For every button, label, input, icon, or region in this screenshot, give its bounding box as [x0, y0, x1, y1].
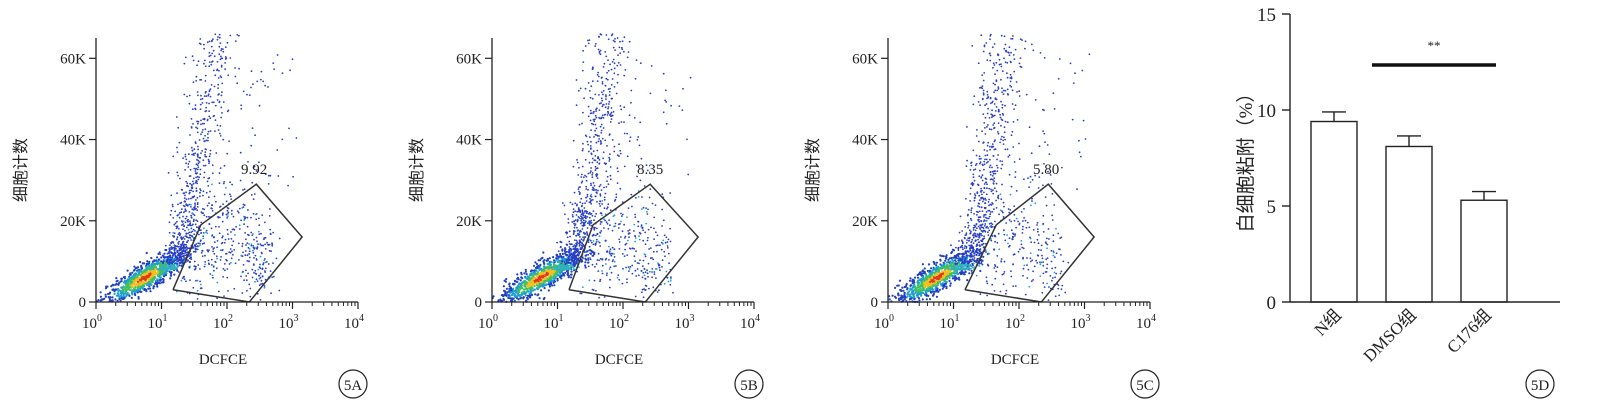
x-tick-label: 101 — [940, 313, 960, 332]
x-tick-label: DMSO组 — [1360, 305, 1420, 365]
bar — [1460, 199, 1508, 303]
x-tick-label: 103 — [675, 313, 695, 332]
bar-chart-panel: N组 DMSO组 C176组 0 5 10 15 白细胞粘附（%） ** 5D — [1235, 5, 1560, 399]
bar — [1385, 145, 1433, 303]
panel-label: 5B — [740, 378, 758, 394]
y-tick-label: 5 — [1267, 197, 1277, 218]
x-tick-label: 101 — [148, 313, 168, 332]
y-tick-label: 60K — [852, 51, 878, 67]
y-axis-label: 细胞计数 — [12, 138, 30, 202]
panel-label-circle — [338, 369, 368, 399]
flow-cytometry-panels: 9.92 0 20K 40K 60K 100 101 102 103 104 DCFCE 细胞计数 5A… — [12, 33, 1160, 399]
y-axis-label: 细胞计数 — [408, 138, 426, 202]
x-tick-label: C176组 — [1443, 305, 1495, 357]
x-tick-label: 103 — [279, 313, 299, 332]
y-tick-label: 60K — [456, 51, 482, 67]
gate-percentage: 9.92 — [241, 162, 267, 178]
gate-percentage: 8.35 — [637, 162, 663, 178]
panel-label: 5C — [1136, 378, 1154, 394]
x-axis-label: DCFCE — [199, 352, 247, 368]
panel-label-circle — [1525, 369, 1555, 399]
y-tick-label: 40K — [852, 133, 878, 149]
y-tick-label: 20K — [456, 214, 482, 230]
x-tick-label: 104 — [344, 313, 364, 332]
significance-marker: ** — [1428, 38, 1441, 53]
x-tick-label: 100 — [478, 313, 498, 332]
y-tick-label: 15 — [1257, 5, 1276, 26]
y-tick-label: 60K — [60, 51, 86, 67]
gate-polygon — [568, 183, 700, 303]
panel-label: 5D — [1531, 378, 1550, 394]
y-tick-label: 40K — [456, 133, 482, 149]
y-tick-label: 10 — [1257, 101, 1276, 122]
x-tick-label: 103 — [1071, 313, 1091, 332]
x-tick-label: N组 — [1311, 305, 1345, 339]
x-tick-label: 100 — [874, 313, 894, 332]
y-tick-label: 0 — [871, 295, 879, 311]
x-tick-label: 102 — [609, 313, 629, 332]
event-dots — [491, 33, 692, 303]
y-axis-label: 白细胞粘附（%） — [1235, 84, 1257, 233]
panel-label: 5A — [344, 378, 363, 394]
y-axis-label: 细胞计数 — [804, 138, 822, 202]
bar — [1310, 120, 1358, 303]
event-dots — [95, 33, 298, 303]
y-tick-label: 0 — [475, 295, 483, 311]
x-axis-label: DCFCE — [991, 352, 1039, 368]
x-tick-label: 100 — [82, 313, 102, 332]
panel-label-circle — [1130, 369, 1160, 399]
gate-polygon — [964, 183, 1096, 303]
gate-polygon — [172, 183, 304, 303]
x-tick-label: 104 — [1136, 313, 1156, 332]
scatter-panel-5B: 8.35 0 20K 40K 60K 100 101 102 103 104 DCFCE 细胞计数 5B — [408, 33, 764, 399]
scatter-panel-5C: 5.80 0 20K 40K 60K 100 101 102 103 104 DCFCE 细胞计数 5C — [804, 33, 1160, 399]
x-tick-label: 101 — [544, 313, 564, 332]
event-dots — [888, 33, 1091, 303]
y-tick-label: 20K — [60, 214, 86, 230]
y-tick-label: 40K — [60, 133, 86, 149]
x-tick-label: 104 — [740, 313, 760, 332]
x-axis-label: DCFCE — [595, 352, 643, 368]
y-tick-label: 0 — [1267, 293, 1277, 314]
x-tick-label: 102 — [1005, 313, 1025, 332]
scatter-panel-5A: 9.92 0 20K 40K 60K 100 101 102 103 104 DCFCE 细胞计数 5A — [12, 33, 368, 399]
gate-percentage: 5.80 — [1033, 162, 1059, 178]
x-tick-label: 102 — [213, 313, 233, 332]
y-tick-label: 20K — [852, 214, 878, 230]
y-tick-label: 0 — [79, 295, 87, 311]
panel-label-circle — [734, 369, 764, 399]
